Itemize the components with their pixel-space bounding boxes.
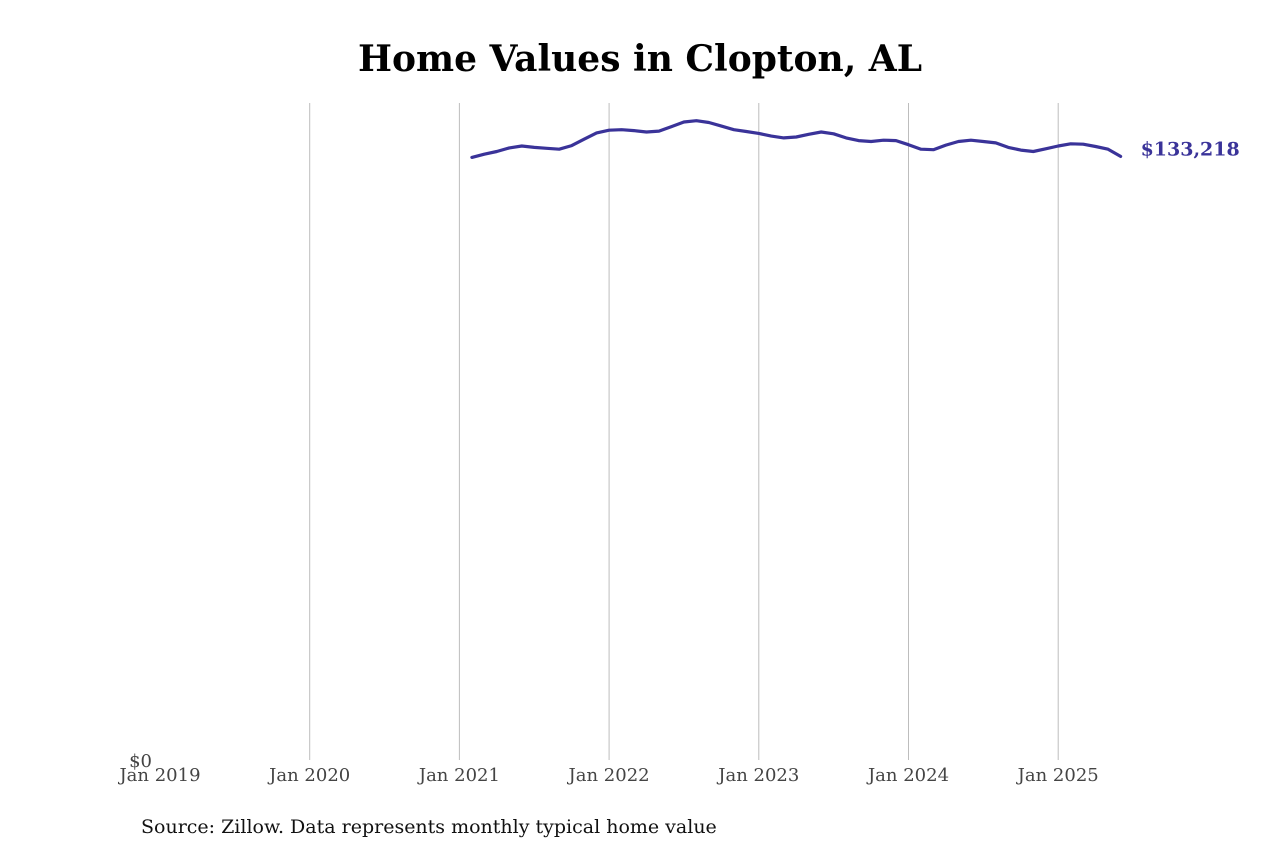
x-tick-label: Jan 2024 xyxy=(866,765,949,786)
y-tick-label: $0 xyxy=(129,751,152,772)
y-axis-ticks: $0 xyxy=(129,751,152,772)
source-note: Source: Zillow. Data represents monthly … xyxy=(141,816,717,838)
x-tick-label: Jan 2025 xyxy=(1016,765,1099,786)
gridlines xyxy=(309,103,1059,760)
x-tick-label: Jan 2022 xyxy=(567,765,650,786)
chart-title: Home Values in Clopton, AL xyxy=(357,38,923,80)
series-line xyxy=(470,119,1123,159)
x-tick-label: Jan 2019 xyxy=(117,765,200,786)
x-tick-label: Jan 2020 xyxy=(267,765,350,786)
x-tick-label: Jan 2023 xyxy=(716,765,799,786)
x-axis-ticks: Jan 2019 Jan 2020 Jan 2021 Jan 2022 Jan 2023… xyxy=(117,765,1098,786)
end-label-layer: $133,218 xyxy=(1141,138,1240,160)
series-layer xyxy=(470,119,1123,159)
x-tick-label: Jan 2021 xyxy=(417,765,500,786)
end-value-label: $133,218 xyxy=(1141,138,1240,160)
